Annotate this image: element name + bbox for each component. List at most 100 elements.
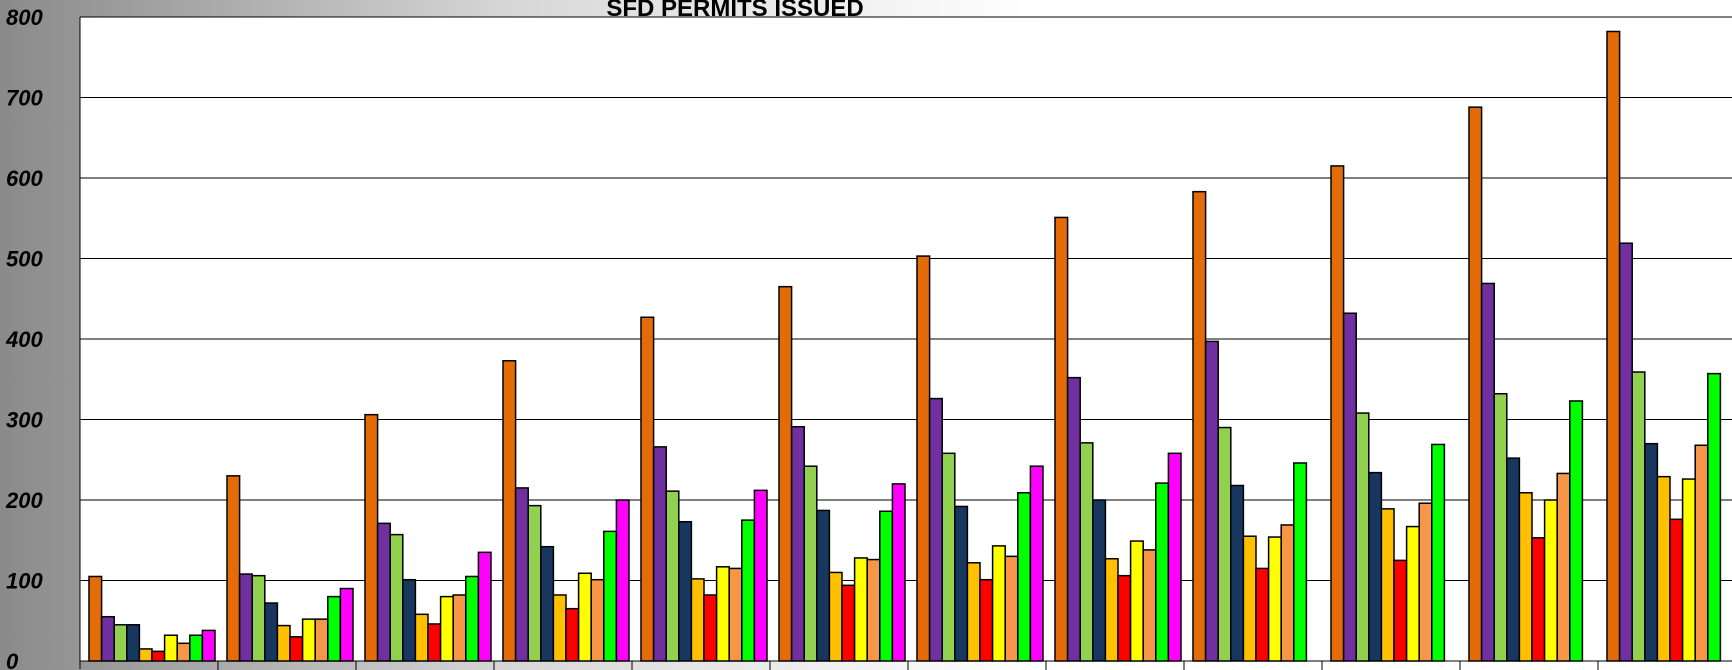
bar — [1155, 482, 1170, 662]
bar — [1431, 443, 1446, 662]
bar — [941, 452, 956, 662]
bar — [1518, 492, 1533, 662]
y-tick-label: 700 — [6, 86, 43, 111]
bar — [1342, 312, 1357, 662]
bar — [665, 490, 680, 662]
bar — [1618, 242, 1633, 662]
bar — [1493, 392, 1508, 662]
bar — [1054, 216, 1069, 662]
bar — [703, 594, 718, 662]
bar — [452, 594, 467, 662]
bar — [439, 595, 454, 662]
bar — [1694, 444, 1709, 662]
bar — [1255, 567, 1270, 662]
bar — [778, 285, 793, 662]
bar — [427, 623, 442, 662]
x-tick-label: APR — [1368, 668, 1415, 670]
bar — [565, 607, 580, 662]
bar — [790, 425, 805, 662]
y-tick-label: 200 — [5, 488, 43, 513]
bar — [1142, 549, 1157, 662]
bar — [314, 618, 329, 662]
bar — [816, 509, 831, 662]
bar — [590, 578, 605, 662]
bar — [803, 465, 818, 662]
bar — [1480, 282, 1495, 662]
x-tick-label: AUG — [263, 668, 312, 670]
bar — [1393, 559, 1408, 662]
bar — [728, 567, 743, 662]
bar — [1192, 190, 1207, 662]
bar — [1280, 524, 1295, 662]
bar — [615, 499, 630, 662]
bar — [1644, 442, 1659, 662]
bar — [879, 510, 894, 662]
x-tick-label: JUL — [128, 668, 170, 670]
bar — [414, 613, 429, 662]
bar — [1242, 535, 1257, 662]
bar — [1569, 400, 1584, 662]
bar — [276, 624, 291, 662]
bar — [1631, 371, 1646, 662]
bar — [201, 629, 216, 662]
bar — [376, 522, 391, 662]
bar — [226, 475, 241, 662]
bar — [1506, 457, 1521, 662]
x-tick-label: MAY — [1506, 668, 1553, 670]
bar — [477, 551, 492, 662]
bar — [1669, 518, 1684, 662]
x-tick-label: DEC — [816, 668, 863, 670]
bar — [1017, 492, 1032, 662]
x-tick-label: JUN — [1645, 668, 1689, 670]
y-tick-label: 300 — [6, 408, 43, 433]
bar — [540, 545, 555, 662]
bar — [828, 571, 843, 662]
bar — [88, 575, 103, 662]
bar — [1129, 540, 1144, 662]
bar — [979, 578, 994, 662]
bar — [1468, 106, 1483, 662]
bar — [1217, 426, 1232, 662]
bar — [502, 359, 517, 662]
bar — [327, 595, 342, 662]
bar — [603, 530, 618, 662]
bar — [1556, 472, 1571, 662]
bar — [251, 574, 266, 662]
bar — [954, 505, 969, 662]
bar — [1681, 478, 1696, 662]
bar — [151, 650, 166, 662]
bar — [853, 557, 868, 662]
bar — [1656, 475, 1671, 662]
y-tick-label: 0 — [6, 649, 19, 670]
bar — [577, 572, 592, 662]
y-tick-label: 400 — [5, 327, 43, 352]
bar — [1293, 462, 1308, 662]
x-tick-label: JAN — [955, 668, 999, 670]
bar — [1029, 465, 1044, 662]
bar — [1079, 442, 1094, 662]
bar — [1418, 502, 1433, 662]
bar — [527, 504, 542, 662]
bar — [1543, 499, 1558, 662]
bar — [1707, 372, 1722, 662]
bar — [1267, 536, 1282, 662]
bar — [891, 483, 906, 662]
bar — [1204, 340, 1219, 662]
bar — [741, 519, 756, 662]
bar — [1606, 30, 1621, 662]
bar — [1230, 484, 1245, 662]
bar — [289, 636, 304, 662]
bar — [301, 618, 316, 662]
bar — [640, 316, 655, 662]
y-tick-label: 500 — [6, 247, 43, 272]
bar — [991, 545, 1006, 662]
bar — [465, 575, 480, 662]
bar — [238, 573, 253, 662]
bar — [552, 594, 567, 662]
bar — [1004, 555, 1019, 662]
x-tick-label: OCT — [540, 668, 587, 670]
bar — [1117, 574, 1132, 662]
bar — [339, 587, 354, 662]
